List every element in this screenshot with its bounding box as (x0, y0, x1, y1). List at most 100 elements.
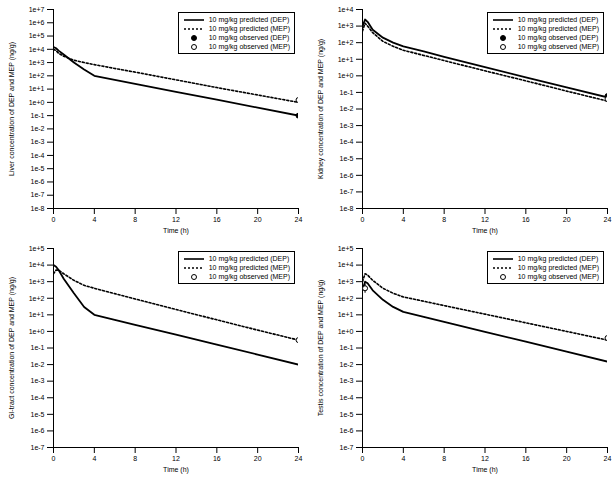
svg-text:20: 20 (563, 455, 571, 462)
svg-text:1e+0: 1e+0 (338, 72, 354, 79)
svg-text:24: 24 (604, 455, 612, 462)
svg-text:1e-5: 1e-5 (30, 165, 44, 172)
svg-text:1e+1: 1e+1 (338, 55, 354, 62)
svg-text:Time (h): Time (h) (163, 466, 189, 474)
svg-text:1e-2: 1e-2 (30, 361, 44, 368)
svg-text:0: 0 (52, 216, 56, 223)
svg-text:1e+7: 1e+7 (29, 6, 45, 13)
svg-text:1e+1: 1e+1 (29, 85, 45, 92)
svg-text:1e-8: 1e-8 (339, 205, 353, 212)
svg-text:1e-4: 1e-4 (339, 394, 353, 401)
svg-text:1e+0: 1e+0 (29, 99, 45, 106)
html-text:10 mg/kg predicted (MEP): 10 mg/kg predicted (MEP) (517, 25, 599, 32)
svg-text:16: 16 (522, 216, 530, 223)
html-text:10 mg/kg predicted (MEP): 10 mg/kg predicted (MEP) (208, 25, 290, 32)
svg-text:1e+3: 1e+3 (29, 278, 45, 285)
svg-text:20: 20 (254, 216, 262, 223)
svg-text:1e-6: 1e-6 (30, 178, 44, 185)
svg-text:Time (h): Time (h) (472, 227, 498, 235)
svg-text:24: 24 (295, 216, 303, 223)
html-text:10 mg/kg predicted (DEP): 10 mg/kg predicted (DEP) (208, 16, 290, 23)
svg-text:1e-5: 1e-5 (339, 411, 353, 418)
svg-text:1e-2: 1e-2 (30, 125, 44, 132)
html-text:10 mg/kg observed (MEP): 10 mg/kg observed (MEP) (208, 43, 290, 50)
svg-text:1e+6: 1e+6 (29, 19, 45, 26)
svg-text:1e-2: 1e-2 (339, 361, 353, 368)
svg-text:Time (h): Time (h) (163, 227, 189, 235)
svg-text:1e+0: 1e+0 (29, 328, 45, 335)
svg-text:16: 16 (213, 216, 221, 223)
svg-text:1e-3: 1e-3 (339, 377, 353, 384)
svg-text:1e-6: 1e-6 (339, 172, 353, 179)
svg-text:1e-1: 1e-1 (30, 344, 44, 351)
svg-text:1e-2: 1e-2 (339, 105, 353, 112)
svg-text:16: 16 (213, 455, 221, 462)
html-text:10 mg/kg predicted (DEP): 10 mg/kg predicted (DEP) (208, 255, 290, 262)
svg-text:1e+4: 1e+4 (338, 261, 354, 268)
svg-text:1e+1: 1e+1 (338, 311, 354, 318)
svg-text:4: 4 (92, 216, 96, 223)
svg-text:1e-3: 1e-3 (339, 122, 353, 129)
svg-text:1e+3: 1e+3 (338, 22, 354, 29)
svg-text:1e-1: 1e-1 (30, 112, 44, 119)
svg-text:1e+3: 1e+3 (338, 278, 354, 285)
svg-text:1e+5: 1e+5 (29, 32, 45, 39)
svg-text:8: 8 (133, 455, 137, 462)
svg-text:1e+0: 1e+0 (338, 328, 354, 335)
svg-text:0: 0 (361, 216, 365, 223)
svg-text:1e+5: 1e+5 (29, 245, 45, 252)
svg-text:16: 16 (522, 455, 530, 462)
svg-text:1e-4: 1e-4 (30, 152, 44, 159)
svg-text:1e+5: 1e+5 (338, 245, 354, 252)
svg-text:1e+3: 1e+3 (29, 59, 45, 66)
svg-text:1e-3: 1e-3 (30, 377, 44, 384)
svg-text:4: 4 (401, 455, 405, 462)
svg-text:12: 12 (481, 216, 489, 223)
html-text:10 mg/kg observed (DEP): 10 mg/kg observed (DEP) (517, 34, 599, 41)
svg-text:1e-3: 1e-3 (30, 138, 44, 145)
svg-text:12: 12 (481, 455, 489, 462)
svg-text:0: 0 (52, 455, 56, 462)
svg-text:1e+2: 1e+2 (338, 294, 354, 301)
svg-text:20: 20 (254, 455, 262, 462)
svg-text:4: 4 (92, 455, 96, 462)
svg-text:1e-6: 1e-6 (339, 427, 353, 434)
svg-text:1e-7: 1e-7 (30, 191, 44, 198)
html-text:10 mg/kg observed (MEP): 10 mg/kg observed (MEP) (517, 43, 599, 50)
svg-text:1e+1: 1e+1 (29, 311, 45, 318)
svg-text:1e+2: 1e+2 (29, 294, 45, 301)
svg-text:Liver concentration of DEP and: Liver concentration of DEP and MEP (ng/g… (8, 42, 16, 176)
svg-text:20: 20 (563, 216, 571, 223)
svg-text:1e-6: 1e-6 (30, 427, 44, 434)
svg-text:1e-5: 1e-5 (30, 411, 44, 418)
html-text:10 mg/kg observed (DEP): 10 mg/kg observed (DEP) (208, 34, 290, 41)
svg-text:24: 24 (295, 455, 303, 462)
svg-text:1e-7: 1e-7 (339, 188, 353, 195)
svg-text:1e+4: 1e+4 (29, 46, 45, 53)
svg-text:1e-1: 1e-1 (339, 89, 353, 96)
svg-text:1e-8: 1e-8 (30, 205, 44, 212)
svg-text:1e+4: 1e+4 (338, 6, 354, 13)
svg-text:24: 24 (604, 216, 612, 223)
svg-text:0: 0 (361, 455, 365, 462)
svg-text:Time (h): Time (h) (472, 466, 498, 474)
svg-text:1e-7: 1e-7 (339, 444, 353, 451)
svg-text:Kidney concentration of DEP an: Kidney concentration of DEP and MEP (ng/… (317, 39, 325, 179)
svg-text:1e-4: 1e-4 (30, 394, 44, 401)
svg-text:8: 8 (442, 455, 446, 462)
svg-text:1e-5: 1e-5 (339, 155, 353, 162)
svg-text:1e-4: 1e-4 (339, 138, 353, 145)
svg-text:12: 12 (172, 216, 180, 223)
svg-text:8: 8 (133, 216, 137, 223)
svg-text:1e+2: 1e+2 (29, 72, 45, 79)
svg-text:8: 8 (442, 216, 446, 223)
svg-text:1e-1: 1e-1 (339, 344, 353, 351)
svg-text:1e+4: 1e+4 (29, 261, 45, 268)
svg-text:GI-tract concentration of DEP: GI-tract concentration of DEP and MEP (n… (8, 277, 16, 419)
svg-text:Testis concentration of DEP an: Testis concentration of DEP and MEP (ng/… (317, 280, 325, 417)
svg-text:1e-7: 1e-7 (30, 444, 44, 451)
html-text:10 mg/kg predicted (DEP): 10 mg/kg predicted (DEP) (517, 16, 599, 23)
svg-text:1e+2: 1e+2 (338, 39, 354, 46)
svg-text:4: 4 (401, 216, 405, 223)
svg-text:12: 12 (172, 455, 180, 462)
